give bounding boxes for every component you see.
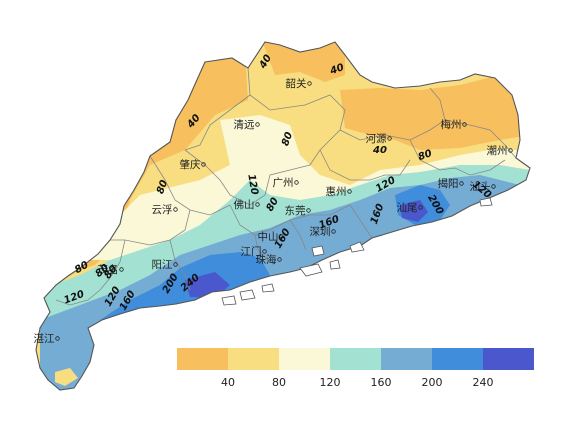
contour-label: 80 <box>155 179 170 196</box>
city-label-zhanjiang: 湛江 <box>34 333 55 345</box>
city-label-shenzhen: 深圳 <box>310 226 331 238</box>
city-marker-shenzhen <box>331 229 336 234</box>
city-marker-qingyuan <box>255 122 260 127</box>
zone-200-240-west <box>100 252 270 320</box>
legend-tick-label: 240 <box>473 376 494 389</box>
city-label-shanwei: 汕尾 <box>397 202 418 214</box>
city-label-huizhou: 惠州 <box>326 185 347 198</box>
city-label-shaoguan: 韶关 <box>286 77 307 90</box>
legend-tick-label: 200 <box>422 376 443 389</box>
contour-label: 80 <box>417 148 434 163</box>
legend-swatch <box>483 348 534 370</box>
contour-label: 80 <box>280 131 295 148</box>
legend-swatch <box>381 348 432 370</box>
city-label-meizhou: 梅州 <box>441 118 462 131</box>
city-marker-shanwei <box>418 205 423 210</box>
city-marker-jiangmen <box>262 249 267 254</box>
city-marker-zhanjiang <box>55 336 60 341</box>
city-label-chaozhou: 潮州 <box>487 144 508 157</box>
legend: 40 80 120 160 200 240 <box>177 348 534 389</box>
city-marker-guangzhou <box>294 180 299 185</box>
contour-label: 120 <box>245 173 259 196</box>
city-marker-yangjiang <box>173 262 178 267</box>
zone-40-80-south <box>55 368 78 386</box>
city-marker-yunfu <box>173 207 178 212</box>
city-marker-dongguan <box>306 208 311 213</box>
city-marker-zhaoqing <box>201 162 206 167</box>
legend-swatch <box>228 348 279 370</box>
city-marker-meizhou <box>462 122 467 127</box>
city-label-shantou: 汕头 <box>470 181 491 193</box>
city-label-dongguan: 东莞 <box>285 204 306 217</box>
city-marker-heyuan <box>387 136 392 141</box>
city-label-zhaoqing: 肇庆 <box>180 158 201 171</box>
city-label-yangjiang: 阳江 <box>152 259 173 271</box>
city-marker-shaoguan <box>307 81 312 86</box>
city-marker-zhuhai <box>277 257 282 262</box>
legend-tick-label: 160 <box>371 376 392 389</box>
city-marker-huizhou <box>347 189 352 194</box>
city-marker-zhongshan <box>279 234 284 239</box>
legend-swatch <box>177 348 228 370</box>
city-label-foshan: 佛山 <box>234 198 255 211</box>
legend-tick-label: 120 <box>320 376 341 389</box>
city-boundaries <box>55 67 517 306</box>
islands <box>221 197 493 306</box>
legend-swatch <box>279 348 330 370</box>
city-label-guangzhou: 广州 <box>273 177 294 189</box>
city-marker-maoming <box>119 267 124 272</box>
province-outline <box>35 41 531 391</box>
legend-tick-label: 80 <box>272 376 286 389</box>
city-label-zhuhai: 珠海 <box>256 253 277 266</box>
contour-label: 40 <box>328 62 346 77</box>
city-label-jiangmen: 江门 <box>241 245 262 258</box>
city-marker-shantou <box>491 184 496 189</box>
contour-label: 40 <box>372 145 387 156</box>
city-label-qingyuan: 清远 <box>234 118 255 131</box>
city-marker-chaozhou <box>508 148 513 153</box>
legend-swatch <box>330 348 381 370</box>
zone-below-40-east <box>340 75 530 150</box>
city-label-maoming: 茂名 <box>98 263 119 276</box>
legend-tick-label: 40 <box>221 376 235 389</box>
city-label-heyuan: 河源 <box>366 132 387 145</box>
legend-swatch <box>432 348 483 370</box>
city-label-jieyang: 揭阳 <box>438 177 459 190</box>
city-marker-jieyang <box>459 181 464 186</box>
city-marker-foshan <box>255 202 260 207</box>
city-label-yunfu: 云浮 <box>152 204 173 216</box>
city-label-zhongshan: 中山 <box>258 230 279 243</box>
